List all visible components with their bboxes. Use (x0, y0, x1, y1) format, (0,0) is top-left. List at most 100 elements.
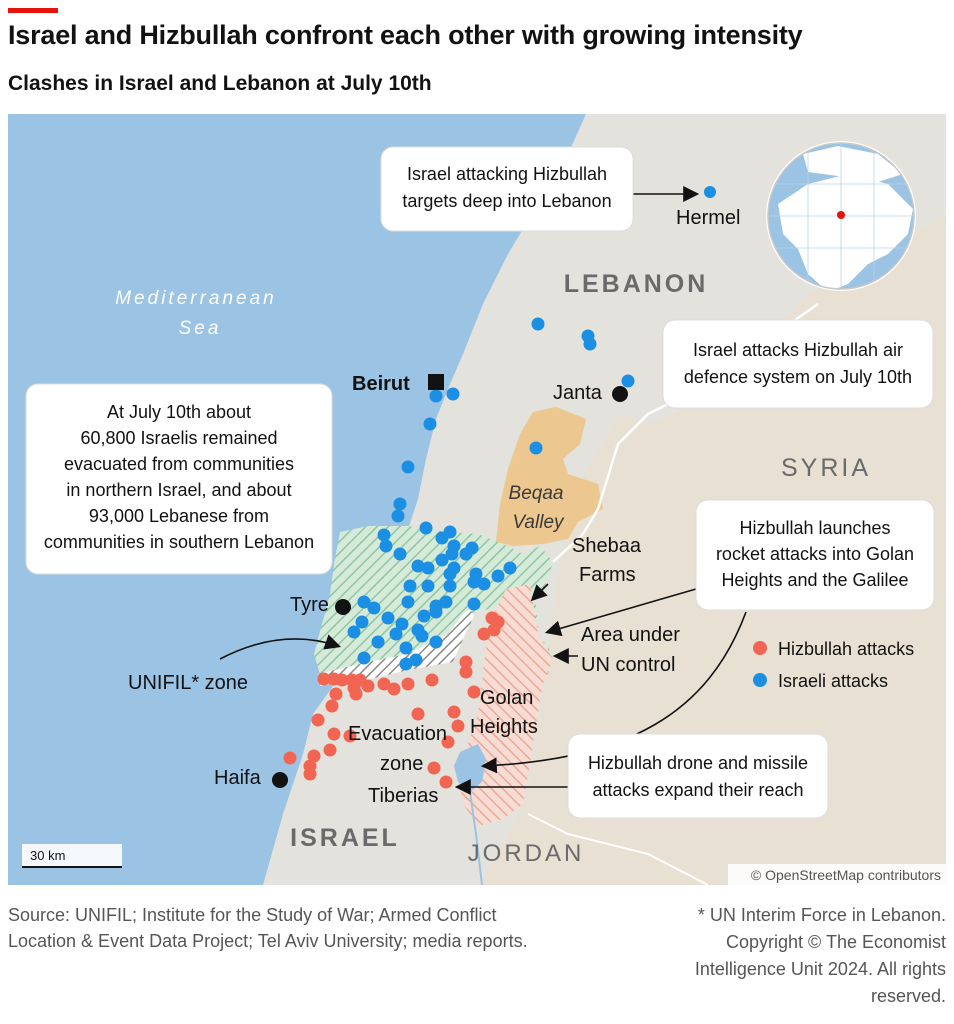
hizbullah-attack-dot (459, 655, 473, 669)
callout-drone-attacks: Hizbullah drone and missile attacks expa… (567, 733, 829, 819)
hizbullah-attack-dot (427, 761, 441, 775)
hizbullah-attack-dot (387, 682, 401, 696)
svg-text:evacuated from communities: evacuated from communities (64, 454, 294, 474)
israeli-attack-dot (399, 657, 413, 671)
country-label-israel: ISRAEL (290, 824, 400, 852)
israeli-attack-dot (467, 575, 481, 589)
annotation-arrows (219, 186, 747, 795)
map-attribution: © OpenStreetMap contributors (728, 864, 946, 885)
hizbullah-attack-dot (451, 719, 465, 733)
israeli-attack-dot (393, 497, 407, 511)
hizbullah-attack-dot (317, 672, 331, 686)
israeli-attack-dot (377, 528, 391, 542)
israeli-attack-dot (355, 615, 369, 629)
sea-label-1: Mediterranean (115, 288, 277, 309)
hizbullah-attack-dot (327, 727, 341, 741)
callout-janta: Israel attacks Hizbullah air defence sys… (662, 319, 934, 409)
israeli-attack-dot (446, 387, 460, 401)
beqaa-valley-area (496, 407, 603, 546)
svg-text:attacks expand their reach: attacks expand their reach (592, 780, 803, 800)
israeli-attack-dot (445, 547, 459, 561)
israeli-attack-dot (403, 579, 417, 593)
svg-text:Hizbullah launches: Hizbullah launches (739, 518, 890, 538)
city-label-janta: Janta (553, 382, 603, 404)
israeli-attack-dot (417, 609, 431, 623)
hizbullah-attack-dot (467, 685, 481, 699)
shebaa-label-2: Farms (579, 564, 636, 586)
israeli-attack-dot (531, 317, 545, 331)
hermel-marker (704, 186, 716, 198)
hizbullah-attack-dot (349, 687, 363, 701)
svg-text:rocket attacks into Golan: rocket attacks into Golan (716, 544, 914, 564)
hizbullah-attack-dot (303, 767, 317, 781)
brand-bar (8, 8, 58, 13)
hizbullah-attack-dot (447, 705, 461, 719)
unifil-zone (314, 526, 540, 674)
israel-jordan-border (527, 813, 709, 885)
hizbullah-attack-dot (477, 627, 491, 641)
city-label-haifa: Haifa (214, 767, 262, 789)
svg-text:93,000 Lebanese from: 93,000 Lebanese from (89, 506, 269, 526)
israeli-attack-dot (415, 629, 429, 643)
israeli-attack-dot (583, 337, 597, 351)
city-label-beirut: Beirut (352, 373, 410, 395)
legend-hizbullah-swatch (753, 641, 767, 655)
svg-text:Hizbullah drone and missile: Hizbullah drone and missile (588, 753, 808, 773)
israeli-attack-dot (357, 595, 371, 609)
evac-label-1: Evacuation (348, 723, 447, 745)
israeli-attack-dot (393, 547, 407, 561)
israeli-attack-dot (421, 561, 435, 575)
scale-bar: 30 km (22, 844, 122, 868)
svg-text:Israel attacking Hizbullah: Israel attacking Hizbullah (407, 164, 607, 184)
tyre-marker (335, 599, 351, 615)
hizbullah-attack-dot (439, 775, 453, 789)
page-title: Israel and Hizbullah confront each other… (8, 20, 803, 50)
copyright-note: * UN Interim Force in Lebanon. Copyright… (694, 905, 946, 1006)
israeli-attack-dot (439, 595, 453, 609)
hizbullah-attack-dot (335, 673, 349, 687)
israeli-attack-dot (421, 579, 435, 593)
israeli-attack-dot (389, 627, 403, 641)
evacuation-zone-border (318, 609, 474, 686)
un-area-label-1: Area under (581, 624, 680, 646)
svg-text:60,800 Israelis remained: 60,800 Israelis remained (80, 428, 277, 448)
israeli-attack-dot (379, 539, 393, 553)
hizbullah-attack-dot (329, 687, 343, 701)
israeli-attack-dot (621, 374, 635, 388)
israeli-attack-dot (399, 641, 413, 655)
legend-israeli-label: Israeli attacks (778, 671, 888, 691)
callout-hermel: Israel attacking Hizbullah targets deep … (380, 146, 634, 232)
legend-israeli-swatch (753, 673, 767, 687)
callout-evacuation: At July 10th about 60,800 Israelis remai… (25, 383, 333, 575)
israeli-attack-dot (529, 441, 543, 455)
shebaa-label-1: Shebaa (572, 535, 642, 557)
golan-label-1: Golan (480, 687, 533, 709)
israeli-attack-dot (401, 460, 415, 474)
israeli-attack-dot (443, 579, 457, 593)
hizbullah-attack-dot (425, 673, 439, 687)
svg-text:communities in southern Lebano: communities in southern Lebanon (44, 532, 314, 552)
israeli-attack-dot (443, 567, 457, 581)
israeli-attack-dot (347, 625, 361, 639)
jordan-river (469, 791, 483, 885)
israeli-attack-dot (429, 605, 443, 619)
legend-hizbullah-label: Hizbullah attacks (778, 639, 914, 659)
israeli-attack-dot (503, 561, 517, 575)
svg-text:in northern Israel, and about: in northern Israel, and about (66, 480, 291, 500)
israeli-attack-dot (391, 509, 405, 523)
beqaa-label-2: Valley (512, 512, 565, 533)
hizbullah-attack-dot (323, 743, 337, 757)
evac-label-2: zone (380, 753, 423, 775)
israeli-attack-dot (443, 525, 457, 539)
country-label-syria: SYRIA (781, 454, 871, 482)
israeli-attack-dot (367, 601, 381, 615)
israeli-attack-dot (371, 635, 385, 649)
haifa-marker (272, 772, 288, 788)
israeli-attack-dot (423, 417, 437, 431)
country-label-lebanon: LEBANON (564, 270, 709, 298)
legend: Hizbullah attacks Israeli attacks (753, 639, 914, 691)
callout-rocket-attacks: Hizbullah launches rocket attacks into G… (695, 499, 935, 611)
unifil-label: UNIFIL* zone (128, 672, 248, 694)
beqaa-label-1: Beqaa (509, 483, 564, 504)
israeli-attack-dot (477, 577, 491, 591)
